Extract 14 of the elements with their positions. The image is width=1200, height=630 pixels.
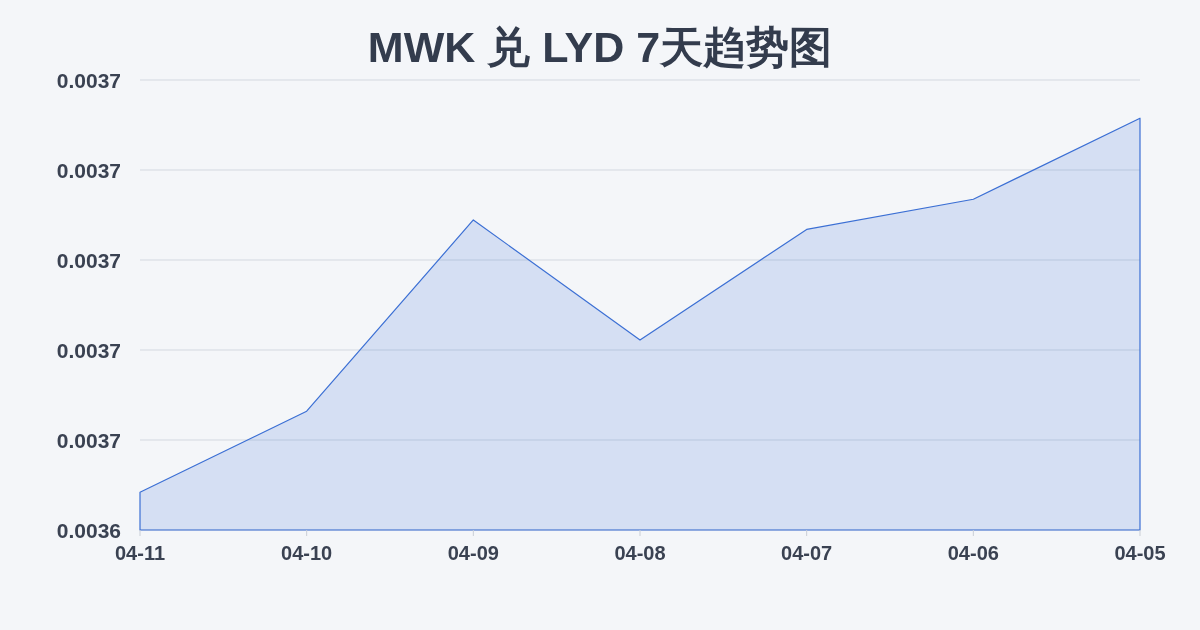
y-tick-label: 0.0037 [56, 158, 121, 182]
x-tick-label: 04-06 [947, 542, 999, 564]
y-tick-label: 0.0037 [56, 428, 121, 452]
x-tick-label: 04-05 [1114, 542, 1166, 564]
x-tick-label: 04-09 [447, 542, 499, 564]
y-tick-label: 0.0037 [56, 248, 121, 272]
chart-title: MWK 兑 LYD 7天趋势图 [367, 23, 833, 71]
x-tick-label: 04-08 [614, 542, 666, 564]
y-tick-label: 0.0036 [56, 518, 121, 542]
x-tick-label: 04-11 [114, 542, 166, 564]
x-tick-label: 04-10 [281, 542, 333, 564]
x-tick-label: 04-07 [781, 542, 833, 564]
y-tick-label: 0.0037 [56, 338, 121, 362]
y-tick-label: 0.0037 [56, 68, 121, 92]
